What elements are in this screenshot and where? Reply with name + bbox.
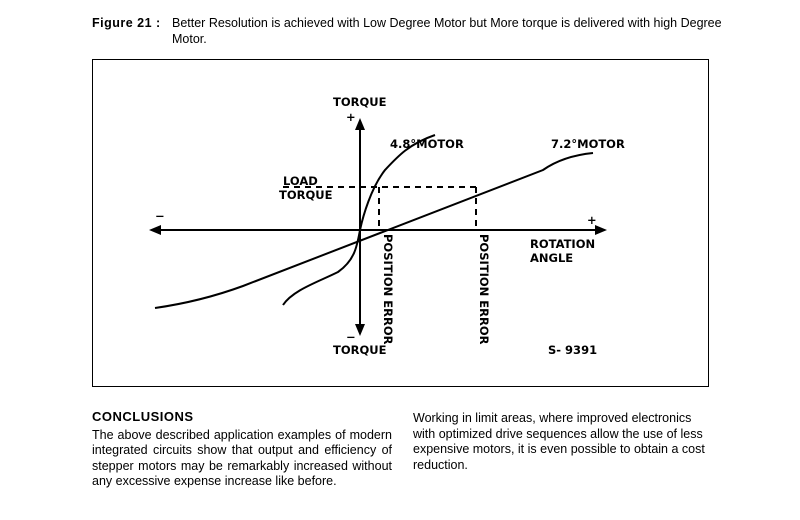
minus-x-label: − [155, 209, 165, 223]
rotation-label-line2: ANGLE [530, 251, 573, 265]
figure-caption-text: Better Resolution is achieved with Low D… [172, 16, 722, 46]
right-column-text: Working in limit areas, where improved e… [413, 411, 705, 472]
conclusions-text: The above described application examples… [92, 427, 392, 489]
figure-frame: TORQUE + − TORQUE − + 4.8°MOTOR 7.2°MOTO… [92, 59, 709, 387]
torque-top-label: TORQUE [333, 95, 387, 109]
rotation-label-line1: ROTATION [530, 237, 595, 251]
position-error-label-1: POSITION ERROR [381, 234, 395, 345]
position-error-label-2: POSITION ERROR [477, 234, 491, 345]
plus-x-label: + [587, 213, 597, 227]
curve-4-8-motor [282, 134, 436, 306]
y-axis-arrow-bottom [355, 324, 365, 336]
motor-4-8-label: 4.8°MOTOR [390, 137, 464, 151]
x-axis-arrow-left [149, 225, 161, 235]
figure-code: S- 9391 [548, 343, 597, 357]
figure-number: Figure 21 : [92, 16, 161, 30]
x-axis-arrow-right [595, 225, 607, 235]
torque-diagram: TORQUE + − TORQUE − + 4.8°MOTOR 7.2°MOTO… [149, 95, 625, 357]
conclusions-section: CONCLUSIONS The above described applicat… [92, 409, 392, 490]
load-label-line2: TORQUE [279, 188, 333, 202]
minus-y-label: − [346, 330, 356, 344]
load-label-line1: LOAD [283, 174, 318, 188]
conclusions-heading: CONCLUSIONS [92, 409, 194, 424]
torque-bottom-label: TORQUE [333, 343, 387, 357]
motor-7-2-label: 7.2°MOTOR [551, 137, 625, 151]
curve-7-2-motor [154, 152, 594, 309]
y-axis-arrow-top [355, 118, 365, 130]
plus-y-label: + [346, 110, 356, 124]
right-column: Working in limit areas, where improved e… [413, 411, 713, 473]
